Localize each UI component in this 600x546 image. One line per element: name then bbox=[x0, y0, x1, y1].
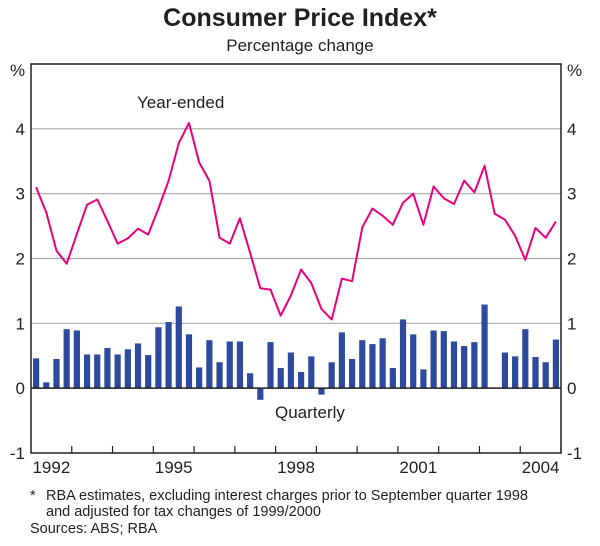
y-tick-label-right: 4 bbox=[567, 120, 576, 139]
quarterly-bar bbox=[226, 341, 233, 389]
x-axis-labels: 1992 1995 1998 2001 2004 bbox=[32, 458, 559, 477]
quarterly-bar bbox=[389, 368, 396, 389]
x-tick-label: 1995 bbox=[155, 458, 193, 477]
chart-subtitle: Percentage change bbox=[226, 36, 374, 55]
quarterly-bar bbox=[338, 332, 345, 389]
year-ended-label: Year-ended bbox=[137, 93, 224, 112]
quarterly-bar bbox=[359, 340, 366, 389]
y-tick-label-left: 2 bbox=[16, 250, 25, 269]
y-tick-label-right: 1 bbox=[567, 314, 576, 333]
quarterly-bar bbox=[53, 358, 60, 389]
quarterly-bar bbox=[165, 322, 172, 389]
quarterly-bar bbox=[522, 329, 529, 389]
quarterly-bar bbox=[134, 343, 142, 389]
quarterly-bar bbox=[379, 338, 386, 389]
y-tick-label-left: 1 bbox=[16, 314, 25, 333]
quarterly-bar bbox=[308, 356, 315, 389]
quarterly-bar bbox=[552, 339, 560, 389]
quarterly-bar bbox=[63, 329, 70, 389]
quarterly-bar bbox=[277, 368, 284, 389]
quarterly-bar bbox=[247, 373, 254, 389]
quarterly-bar bbox=[369, 344, 376, 389]
quarterly-label: Quarterly bbox=[275, 403, 345, 422]
quarterly-bar bbox=[185, 334, 193, 389]
x-tick-label: 2004 bbox=[522, 458, 560, 477]
quarterly-bar bbox=[440, 331, 447, 389]
quarterly-bar bbox=[399, 319, 407, 389]
year-ended-line bbox=[35, 122, 557, 321]
y-tick-label-left: 4 bbox=[16, 120, 25, 139]
quarterly-bar bbox=[410, 334, 417, 389]
footnote-1: * RBA estimates, excluding interest charg… bbox=[30, 488, 528, 504]
y-tick-label-left: 0 bbox=[16, 379, 25, 398]
footnote-text-2: and adjusted for tax changes of 1999/200… bbox=[46, 504, 321, 520]
quarterly-bar bbox=[297, 371, 305, 389]
quarterly-bar bbox=[318, 388, 325, 395]
y-tick-label-right: 0 bbox=[567, 379, 576, 398]
x-tick-label: 1998 bbox=[277, 458, 315, 477]
quarterly-bars bbox=[32, 304, 560, 400]
quarterly-bar bbox=[145, 355, 152, 389]
y-tick-label-right: 2 bbox=[567, 250, 576, 269]
footnote-star: * bbox=[30, 488, 36, 504]
quarterly-bar bbox=[450, 341, 458, 389]
y-tick-label-right: 3 bbox=[567, 185, 576, 204]
quarterly-bar bbox=[175, 306, 182, 389]
quarterly-bar bbox=[94, 354, 101, 389]
y-tick-label-left: 3 bbox=[16, 185, 25, 204]
quarterly-bar bbox=[206, 340, 213, 389]
quarterly-bar bbox=[501, 352, 509, 389]
x-tick-label: 2001 bbox=[399, 458, 437, 477]
x-tick-label: 1992 bbox=[32, 458, 70, 477]
sources-note: Sources: ABS; RBA bbox=[30, 521, 158, 537]
quarterly-bar bbox=[430, 330, 437, 389]
quarterly-bar bbox=[216, 362, 223, 389]
footnote-text-1: RBA estimates, excluding interest charge… bbox=[46, 488, 528, 504]
y-unit-left: % bbox=[10, 61, 25, 80]
y-tick-label-right: -1 bbox=[567, 444, 582, 463]
gridlines bbox=[31, 128, 561, 324]
quarterly-bar bbox=[348, 358, 356, 389]
quarterly-bar bbox=[32, 358, 40, 389]
quarterly-bar bbox=[542, 362, 549, 389]
quarterly-bar bbox=[73, 330, 80, 389]
quarterly-bar bbox=[461, 346, 468, 389]
quarterly-bar bbox=[124, 349, 131, 389]
quarterly-bar bbox=[236, 341, 244, 389]
quarterly-bar bbox=[512, 356, 519, 389]
quarterly-bar bbox=[114, 354, 121, 389]
quarterly-bar bbox=[155, 327, 162, 389]
quarterly-bar bbox=[104, 347, 111, 389]
quarterly-bar bbox=[328, 362, 335, 389]
x-ticks bbox=[71, 446, 562, 453]
y-axis-right: -1 0 1 2 3 4 bbox=[567, 120, 582, 463]
quarterly-bar bbox=[532, 357, 539, 389]
quarterly-bar bbox=[471, 342, 478, 389]
y-tick-label-left: -1 bbox=[10, 444, 25, 463]
quarterly-bar bbox=[267, 342, 274, 389]
quarterly-bar bbox=[196, 367, 203, 389]
chart-title: Consumer Price Index* bbox=[163, 4, 437, 32]
quarterly-bar bbox=[420, 369, 427, 389]
plot-frame bbox=[30, 63, 562, 454]
y-axis-left: -1 0 1 2 3 4 bbox=[10, 120, 25, 463]
quarterly-bar bbox=[257, 388, 264, 400]
quarterly-bar bbox=[481, 304, 488, 389]
quarterly-bar bbox=[287, 352, 295, 389]
quarterly-bar bbox=[83, 354, 91, 389]
y-unit-right: % bbox=[567, 61, 582, 80]
quarterly-bar bbox=[43, 382, 50, 389]
